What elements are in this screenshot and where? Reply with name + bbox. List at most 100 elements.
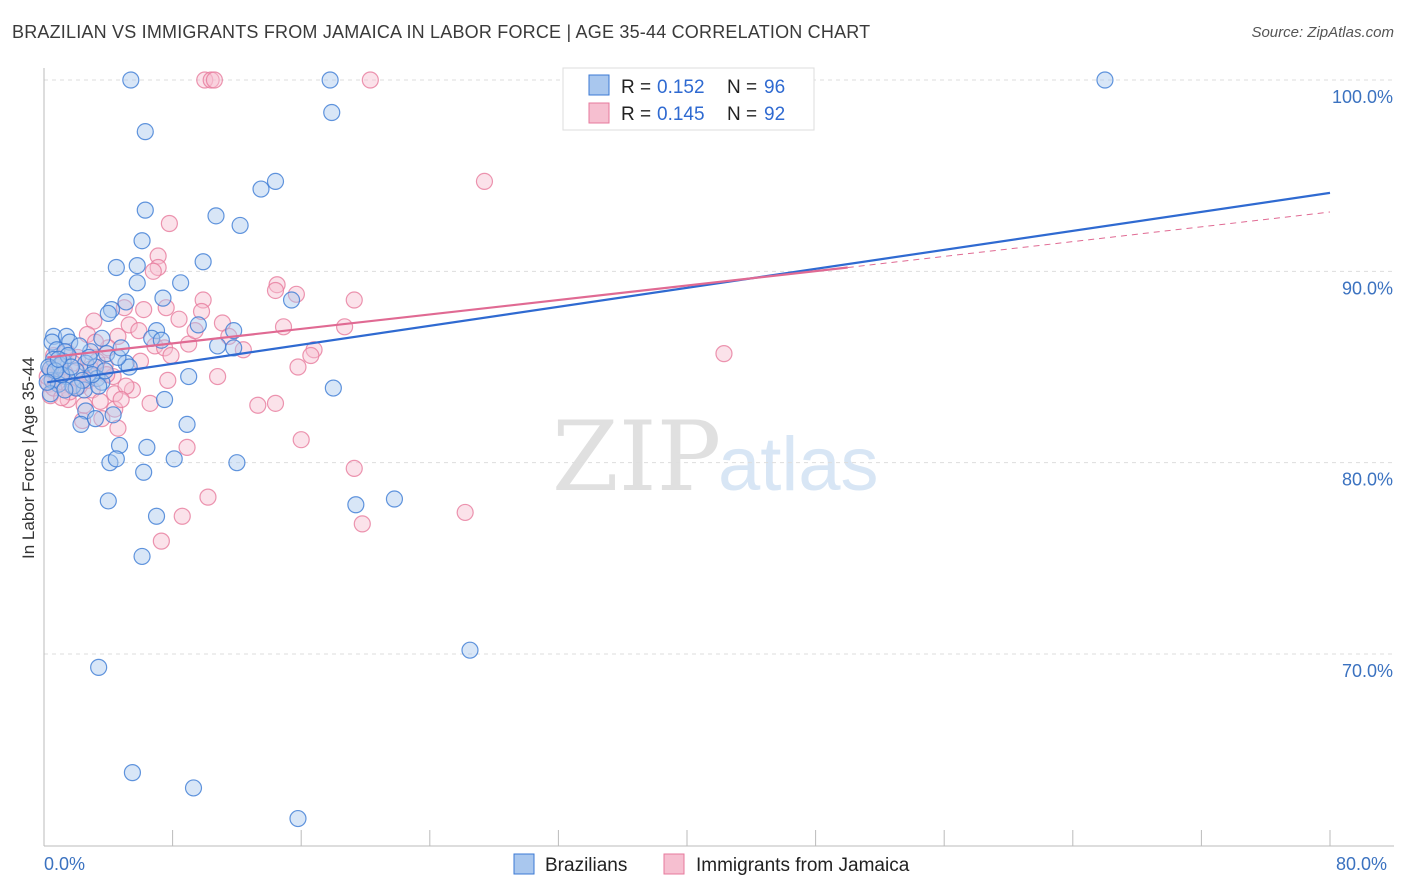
point-jamaica-66: [456, 503, 474, 522]
point-brazilians-27: [61, 333, 79, 351]
point-brazilians-30: [209, 337, 227, 355]
point-brazilians-9: [231, 216, 249, 235]
point-brazilians-54: [324, 379, 342, 397]
point-brazilians-71: [147, 507, 166, 525]
point-brazilians-11: [194, 253, 212, 271]
point-brazilians-22: [225, 322, 243, 340]
point-brazilians-69: [347, 496, 365, 514]
point-brazilians-73: [461, 641, 479, 659]
point-brazilians-3: [323, 103, 341, 122]
trend-lines: [47, 191, 1331, 384]
y-axis-label: In Labor Force | Age 35-44: [19, 357, 38, 559]
point-jamaica-23: [336, 318, 354, 336]
axes: [43, 68, 1394, 847]
point-brazilians-68: [99, 492, 117, 510]
point-brazilians-95: [56, 381, 74, 399]
point-brazilians-20: [99, 304, 117, 323]
point-brazilians-72: [133, 547, 151, 566]
legend-n-value-1: 92: [764, 104, 785, 125]
point-jamaica-34: [715, 345, 733, 363]
point-brazilians-62: [138, 438, 156, 456]
point-jamaica-4: [475, 172, 494, 191]
y-tick-label-90: 90.0%: [1342, 278, 1393, 298]
point-jamaica-0: [196, 71, 214, 89]
point-jamaica-33: [302, 346, 320, 365]
point-brazilians-28: [93, 329, 111, 347]
point-jamaica-86: [162, 346, 180, 365]
point-brazilians-50: [180, 367, 198, 386]
trend-line-jamaica-extension: [847, 211, 1331, 269]
point-jamaica-57: [266, 394, 285, 412]
point-jamaica-10: [266, 281, 285, 300]
point-brazilians-65: [165, 450, 183, 468]
point-brazilians-77: [289, 809, 307, 828]
y-tick-labels: 100.0% 90.0% 80.0% 70.0%: [1332, 87, 1393, 681]
point-brazilians-15: [172, 274, 190, 292]
point-jamaica-18: [170, 310, 188, 328]
point-jamaica-44: [159, 371, 177, 389]
series-legend-swatch-brazilians: [513, 853, 535, 875]
point-brazilians-75: [123, 764, 142, 782]
watermark: ZIP atlas: [552, 401, 879, 513]
series-legend-label-brazilians: Brazilians: [545, 855, 627, 876]
legend-n-value-0: 96: [764, 77, 785, 98]
point-brazilians-91: [96, 362, 114, 380]
x-tick-label-max: 80.0%: [1336, 854, 1387, 874]
point-jamaica-8: [144, 262, 162, 280]
point-brazilians-12: [107, 258, 125, 277]
point-brazilians-67: [135, 463, 153, 481]
point-brazilians-4: [136, 123, 154, 141]
point-brazilians-7: [136, 201, 154, 219]
legend-r-label-0: R =: [621, 77, 651, 98]
point-jamaica-45: [209, 367, 227, 386]
y-tick-label-80: 80.0%: [1342, 470, 1393, 490]
point-jamaica-16: [135, 301, 153, 319]
point-jamaica-69: [152, 532, 170, 550]
point-brazilians-76: [184, 779, 203, 797]
point-jamaica-67: [173, 507, 191, 525]
point-brazilians-2: [1096, 71, 1114, 89]
point-jamaica-68: [353, 515, 371, 533]
point-brazilians-60: [86, 410, 105, 428]
point-brazilians-59: [178, 415, 196, 433]
point-jamaica-2: [205, 71, 223, 89]
legend-r-label-1: R =: [621, 104, 651, 125]
point-jamaica-63: [178, 438, 196, 456]
point-brazilians-18: [117, 293, 135, 311]
point-jamaica-62: [292, 431, 310, 449]
point-brazilians-21: [189, 316, 207, 334]
point-brazilians-55: [155, 390, 174, 409]
point-jamaica-26: [130, 322, 148, 340]
point-jamaica-17: [192, 302, 211, 321]
chart-title: BRAZILIAN VS IMMIGRANTS FROM JAMAICA IN …: [12, 22, 871, 42]
series-legend-label-jamaica: Immigrants from Jamaica: [696, 855, 910, 876]
point-jamaica-65: [199, 488, 217, 506]
x-tick-label-min: 0.0%: [44, 854, 85, 874]
point-brazilians-74: [90, 658, 108, 676]
point-jamaica-82: [117, 377, 135, 395]
point-jamaica-56: [249, 396, 267, 414]
series-legend: Brazilians Immigrants from Jamaica: [513, 853, 910, 876]
y-tick-label-70: 70.0%: [1342, 661, 1393, 681]
point-jamaica-55: [141, 394, 159, 412]
point-brazilians-17: [282, 291, 301, 309]
point-brazilians-61: [110, 436, 129, 455]
point-jamaica-84: [112, 390, 130, 409]
chart-source: Source: ZipAtlas.com: [1251, 24, 1394, 41]
y-tick-label-100: 100.0%: [1332, 87, 1393, 107]
point-brazilians-90: [62, 358, 80, 376]
point-jamaica-21: [120, 316, 138, 334]
point-jamaica-54: [91, 392, 109, 411]
watermark-atlas: atlas: [718, 422, 879, 507]
point-brazilians-6: [252, 180, 270, 198]
point-brazilians-8: [207, 207, 225, 225]
point-brazilians-1: [321, 71, 339, 89]
watermark-zip: ZIP: [552, 401, 721, 513]
gridlines: [44, 79, 1394, 655]
point-jamaica-60: [93, 410, 111, 428]
point-brazilians-0: [122, 71, 140, 89]
point-brazilians-70: [385, 490, 404, 508]
x-ticks: [172, 830, 1331, 846]
trend-line-jamaica: [47, 266, 848, 359]
point-brazilians-92: [49, 350, 68, 368]
